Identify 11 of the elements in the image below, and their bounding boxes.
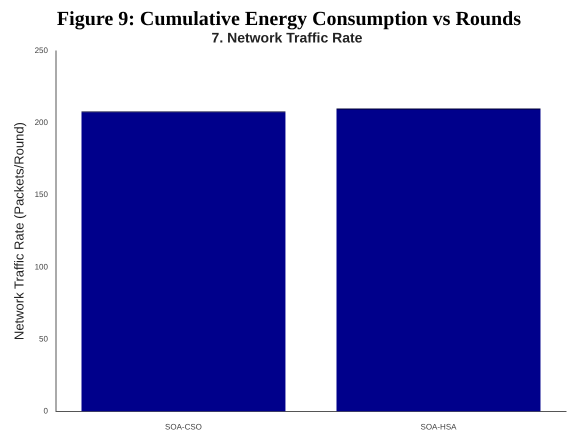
y-tick-label: 0 [43,406,48,416]
y-tick-label: 150 [34,190,48,200]
x-tick-label: SOA-CSO [165,422,202,432]
y-tick-label: 50 [39,334,48,344]
chart-subtitle: 7. Network Traffic Rate [212,29,363,46]
chart-title: Figure 9: Cumulative Energy Consumption vs Rounds [56,8,522,30]
x-tick-label: SOA-HSA [420,422,458,432]
y-tick-label: 100 [34,262,48,272]
y-tick-label: 200 [34,118,48,128]
y-axis-title: Network Traffic Rate (Packets/Round) [11,122,26,340]
y-tick-label: 250 [34,46,48,56]
